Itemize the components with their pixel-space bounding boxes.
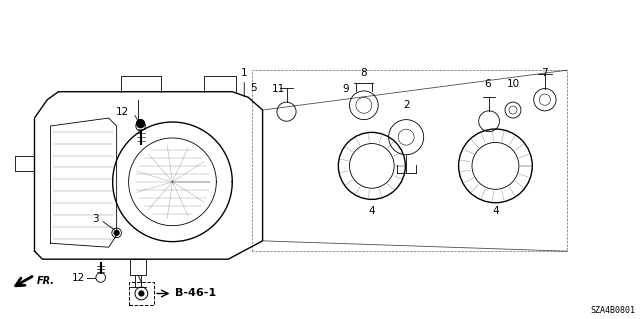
Text: 7: 7 [541, 68, 548, 78]
Text: 6: 6 [484, 79, 491, 89]
Text: 1: 1 [241, 68, 248, 78]
Text: 12: 12 [72, 272, 84, 283]
Text: 11: 11 [272, 84, 285, 94]
Text: 4: 4 [492, 206, 499, 216]
Text: 9: 9 [342, 84, 349, 94]
Circle shape [139, 291, 144, 296]
Text: 2: 2 [403, 100, 410, 110]
Bar [129, 282, 154, 305]
Circle shape [115, 230, 119, 235]
Text: 12: 12 [115, 107, 129, 117]
Circle shape [112, 228, 122, 238]
Text: FR.: FR. [37, 276, 55, 286]
Text: 3: 3 [92, 214, 99, 224]
Text: 5: 5 [250, 83, 257, 93]
Text: 8: 8 [360, 68, 367, 78]
Text: B-46-1: B-46-1 [175, 288, 216, 299]
Circle shape [136, 120, 145, 128]
Text: SZA4B0801: SZA4B0801 [590, 306, 635, 315]
Text: 4: 4 [369, 206, 375, 216]
Text: 10: 10 [506, 79, 520, 89]
